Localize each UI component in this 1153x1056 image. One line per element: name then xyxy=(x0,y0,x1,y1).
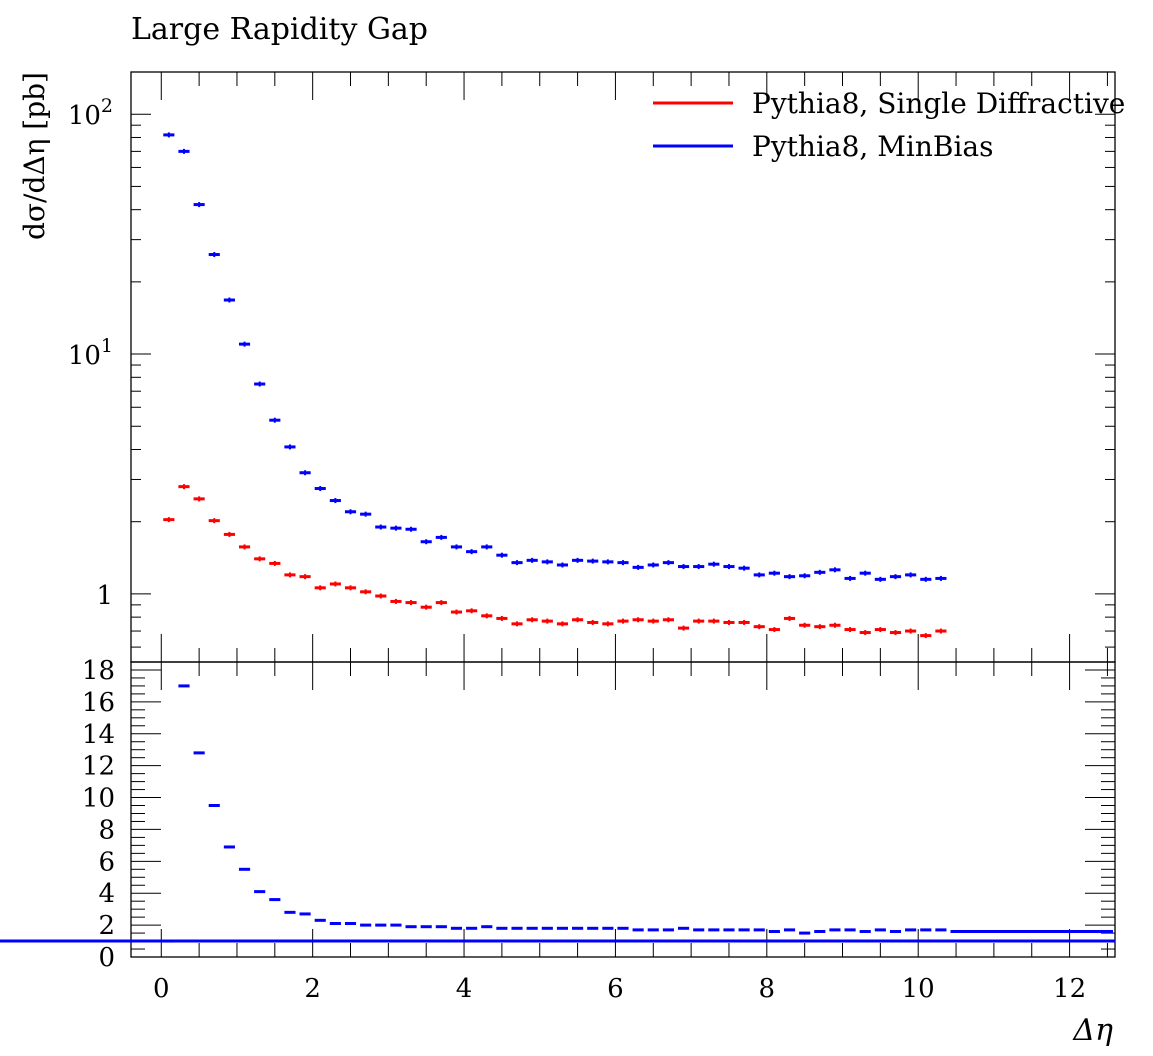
y-tick-label: 101 xyxy=(68,335,113,371)
x-tick-label: 0 xyxy=(153,974,170,1004)
ratio-y-tick-label: 6 xyxy=(98,847,115,877)
x-tick-label: 12 xyxy=(1053,974,1086,1004)
y-tick-label: 102 xyxy=(68,95,113,131)
series-single-diffractive xyxy=(163,484,947,639)
ratio-y-tick-label: 10 xyxy=(82,784,115,814)
ratio-y-tick-label: 14 xyxy=(82,720,115,750)
series-minbias xyxy=(163,132,947,582)
x-tick-label: 4 xyxy=(456,974,473,1004)
y-tick-label: 1 xyxy=(96,581,113,611)
x-tick-label: 6 xyxy=(607,974,624,1004)
legend-label: Pythia8, Single Diffractive xyxy=(752,87,1125,120)
ratio-y-tick-label: 0 xyxy=(98,943,115,973)
ratio-y-tick-label: 8 xyxy=(98,815,115,845)
ratio-plot-marks xyxy=(0,684,1115,943)
ratio-y-tick-label: 16 xyxy=(82,688,115,718)
x-tick-label: 10 xyxy=(902,974,935,1004)
main-axis-ticks: 1 101 102 xyxy=(68,72,1115,662)
legend: Pythia8, Single Diffractive Pythia8, MinB… xyxy=(653,87,1125,163)
ratio-y-tick-label: 18 xyxy=(82,656,115,686)
ratio-y-tick-label: 2 xyxy=(98,911,115,941)
legend-label: Pythia8, MinBias xyxy=(752,130,993,163)
plot-frames xyxy=(130,71,1116,958)
axis-labels: Δη dσ/dΔη [pb] xyxy=(18,72,1113,1048)
y-axis-label: dσ/dΔη [pb] xyxy=(18,72,51,240)
x-tick-label: 8 xyxy=(759,974,776,1004)
x-axis-label: Δη xyxy=(1072,1013,1113,1048)
ratio-y-tick-label: 4 xyxy=(98,879,115,909)
ratio-plot-frame xyxy=(130,661,1116,958)
ratio-y-tick-label: 12 xyxy=(82,752,115,782)
chart-title: Large Rapidity Gap xyxy=(131,12,428,47)
main-plot-marks xyxy=(163,132,947,639)
x-tick-label: 2 xyxy=(304,974,321,1004)
